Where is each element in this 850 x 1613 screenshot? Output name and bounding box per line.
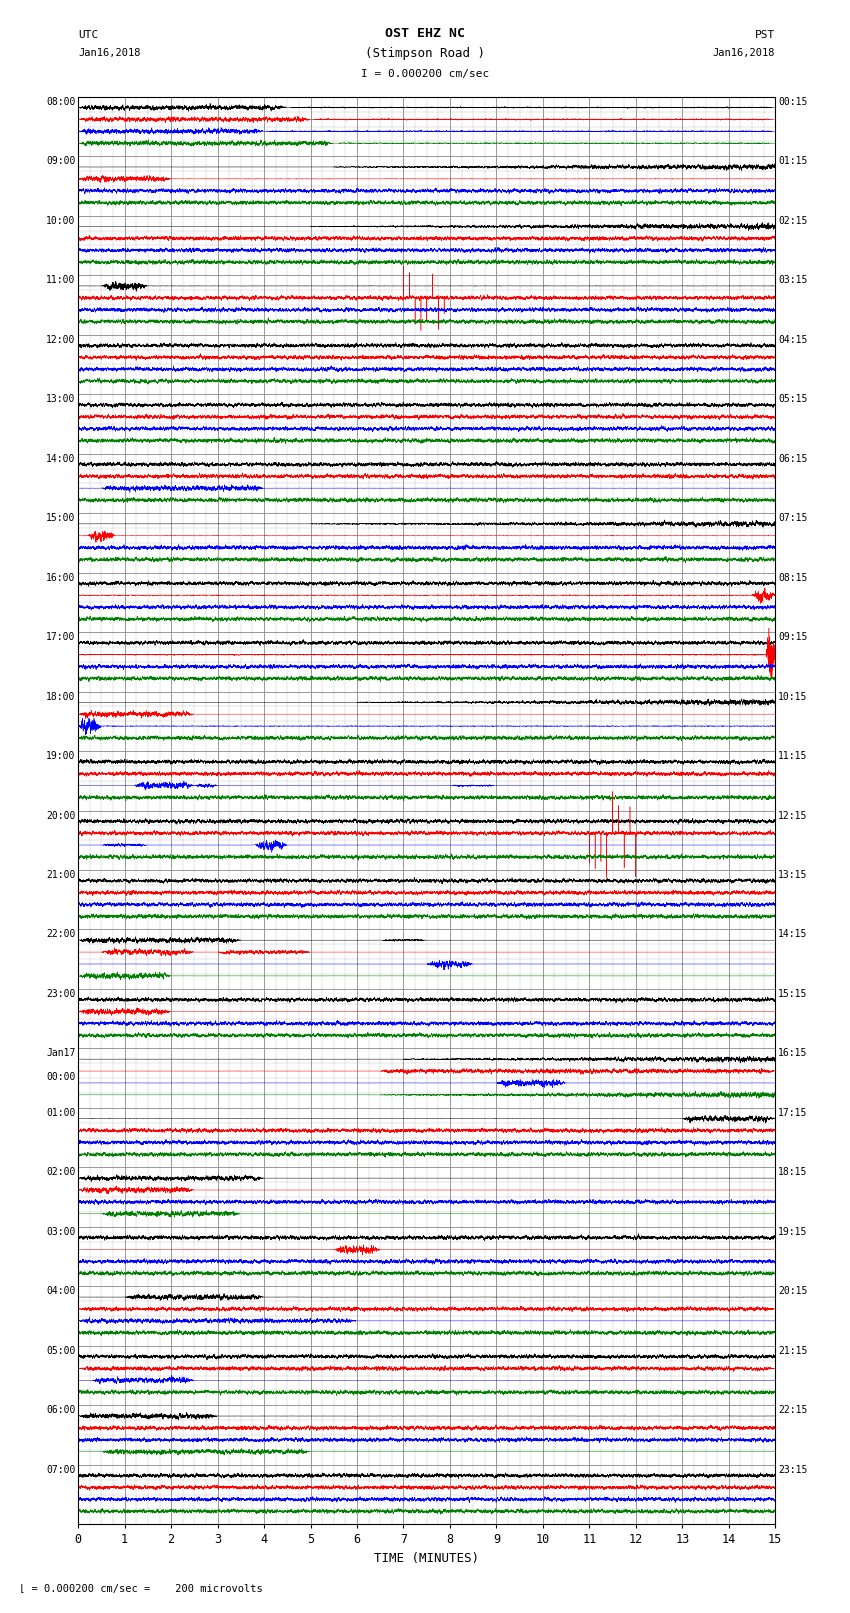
Text: OST EHZ NC: OST EHZ NC: [385, 27, 465, 40]
Text: 15:15: 15:15: [778, 989, 807, 998]
Text: 07:15: 07:15: [778, 513, 807, 523]
Text: 16:00: 16:00: [46, 573, 76, 582]
Text: (Stimpson Road ): (Stimpson Road ): [365, 47, 485, 60]
Text: 02:15: 02:15: [778, 216, 807, 226]
Text: 18:15: 18:15: [778, 1168, 807, 1177]
Text: 03:15: 03:15: [778, 276, 807, 286]
Text: 13:00: 13:00: [46, 394, 76, 405]
Text: 10:15: 10:15: [778, 692, 807, 702]
Text: I = 0.000200 cm/sec: I = 0.000200 cm/sec: [361, 69, 489, 79]
Text: 09:00: 09:00: [46, 156, 76, 166]
Text: 19:00: 19:00: [46, 752, 76, 761]
Text: 21:00: 21:00: [46, 869, 76, 881]
Text: 21:15: 21:15: [778, 1345, 807, 1357]
Text: 04:00: 04:00: [46, 1287, 76, 1297]
Text: 16:15: 16:15: [778, 1048, 807, 1058]
Text: 01:15: 01:15: [778, 156, 807, 166]
Text: Jan16,2018: Jan16,2018: [78, 48, 141, 58]
Text: 19:15: 19:15: [778, 1227, 807, 1237]
Text: 12:15: 12:15: [778, 810, 807, 821]
Text: 12:00: 12:00: [46, 336, 76, 345]
Text: 00:15: 00:15: [778, 97, 807, 106]
Text: 08:00: 08:00: [46, 97, 76, 106]
Text: 20:00: 20:00: [46, 810, 76, 821]
Text: 03:00: 03:00: [46, 1227, 76, 1237]
Text: 22:15: 22:15: [778, 1405, 807, 1415]
Text: 02:00: 02:00: [46, 1168, 76, 1177]
Text: 04:15: 04:15: [778, 336, 807, 345]
Text: 06:00: 06:00: [46, 1405, 76, 1415]
Text: ⌊ = 0.000200 cm/sec =    200 microvolts: ⌊ = 0.000200 cm/sec = 200 microvolts: [19, 1584, 263, 1594]
Text: 05:15: 05:15: [778, 394, 807, 405]
Text: 20:15: 20:15: [778, 1287, 807, 1297]
X-axis label: TIME (MINUTES): TIME (MINUTES): [374, 1552, 479, 1565]
Text: 09:15: 09:15: [778, 632, 807, 642]
Text: PST: PST: [755, 31, 775, 40]
Text: 17:15: 17:15: [778, 1108, 807, 1118]
Text: 11:15: 11:15: [778, 752, 807, 761]
Text: 07:00: 07:00: [46, 1465, 76, 1474]
Text: 11:00: 11:00: [46, 276, 76, 286]
Text: 23:15: 23:15: [778, 1465, 807, 1474]
Text: 08:15: 08:15: [778, 573, 807, 582]
Text: 17:00: 17:00: [46, 632, 76, 642]
Text: 01:00: 01:00: [46, 1108, 76, 1118]
Text: 14:15: 14:15: [778, 929, 807, 939]
Text: 13:15: 13:15: [778, 869, 807, 881]
Text: Jan17: Jan17: [46, 1048, 76, 1058]
Text: UTC: UTC: [78, 31, 99, 40]
Text: 18:00: 18:00: [46, 692, 76, 702]
Text: 05:00: 05:00: [46, 1345, 76, 1357]
Text: Jan16,2018: Jan16,2018: [712, 48, 775, 58]
Text: 15:00: 15:00: [46, 513, 76, 523]
Text: 14:00: 14:00: [46, 453, 76, 463]
Text: 06:15: 06:15: [778, 453, 807, 463]
Text: 10:00: 10:00: [46, 216, 76, 226]
Text: 22:00: 22:00: [46, 929, 76, 939]
Text: 00:00: 00:00: [46, 1073, 76, 1082]
Text: 23:00: 23:00: [46, 989, 76, 998]
